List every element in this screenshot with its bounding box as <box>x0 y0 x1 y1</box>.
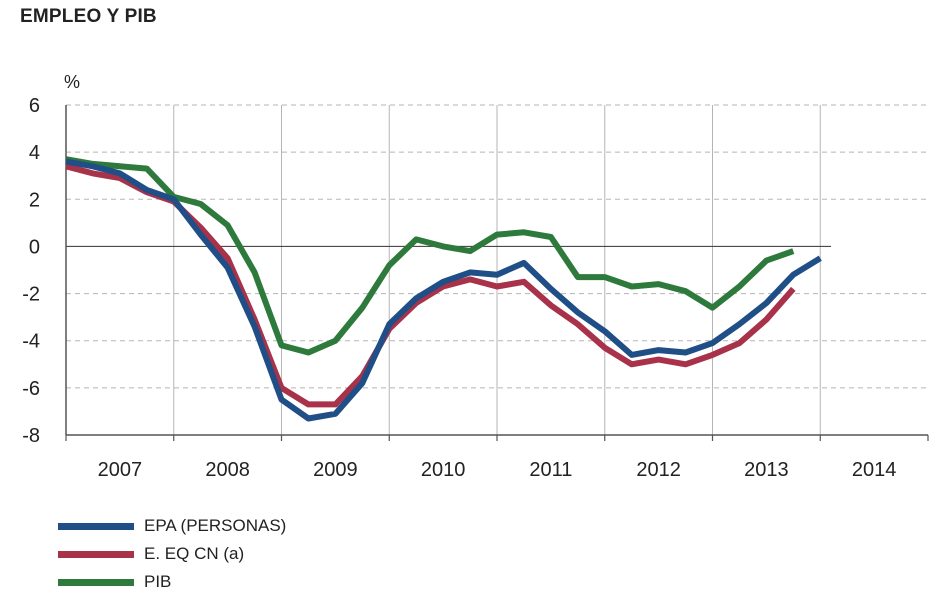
y-unit-label: % <box>64 72 80 92</box>
legend-label: PIB <box>144 572 172 591</box>
label-layer: 6 4 2 0 -2 -4 -6 -8 2007 2008 2009 2010 2011 2012 2013… <box>22 72 896 481</box>
series-line-pib <box>65 156 795 356</box>
y-tick-label: -4 <box>22 331 40 353</box>
y-tick-label: -2 <box>22 284 40 306</box>
y-tick-label: -8 <box>22 425 40 447</box>
legend-swatch <box>58 522 134 530</box>
y-tick-label: 0 <box>29 236 40 258</box>
x-tick-label: 2014 <box>852 459 897 481</box>
x-tick-label: 2013 <box>744 459 789 481</box>
legend-item: PIB <box>58 568 286 596</box>
legend-swatch <box>58 550 134 558</box>
legend-item: EPA (PERSONAS) <box>58 512 286 540</box>
chart-title: EMPLEO Y PIB <box>20 6 157 27</box>
legend-label: EPA (PERSONAS) <box>144 516 287 535</box>
y-tick-label: 6 <box>29 95 40 117</box>
x-tick-label: 2012 <box>636 459 681 481</box>
y-tick-label: 2 <box>29 189 40 211</box>
x-tick-label: 2010 <box>421 459 466 481</box>
x-tick-label: 2008 <box>205 459 250 481</box>
legend: EPA (PERSONAS) E. EQ CN (a) PIB <box>58 512 286 596</box>
x-tick-label: 2011 <box>529 459 572 481</box>
series-line-epa-personas <box>65 158 822 422</box>
series-layer <box>65 156 822 422</box>
x-tick-label: 2009 <box>313 459 358 481</box>
legend-item: E. EQ CN (a) <box>58 540 286 568</box>
legend-label: E. EQ CN (a) <box>144 544 245 563</box>
x-tick-label: 2007 <box>98 459 143 481</box>
y-tick-label: 4 <box>29 142 40 164</box>
y-tick-label: -6 <box>22 378 40 400</box>
legend-swatch <box>58 578 134 586</box>
